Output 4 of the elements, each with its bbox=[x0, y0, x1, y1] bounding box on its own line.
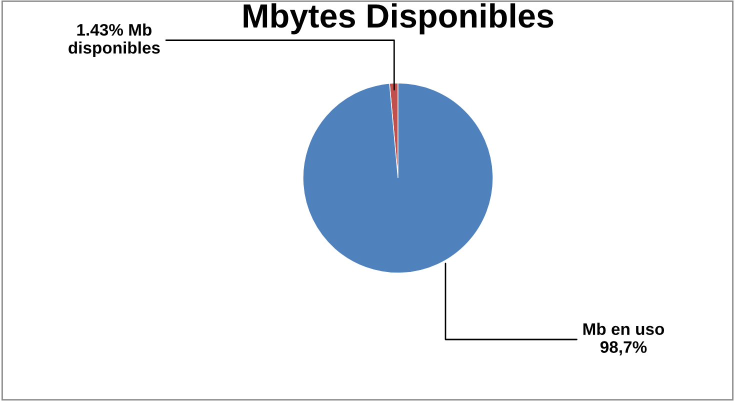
slice-label: Mb en uso 98,7% bbox=[583, 322, 664, 356]
slice-label: 1.43% Mb disponibles bbox=[68, 24, 160, 57]
pie-slice bbox=[302, 82, 494, 274]
chart-title: Mbytes Disponibles bbox=[244, 3, 554, 34]
